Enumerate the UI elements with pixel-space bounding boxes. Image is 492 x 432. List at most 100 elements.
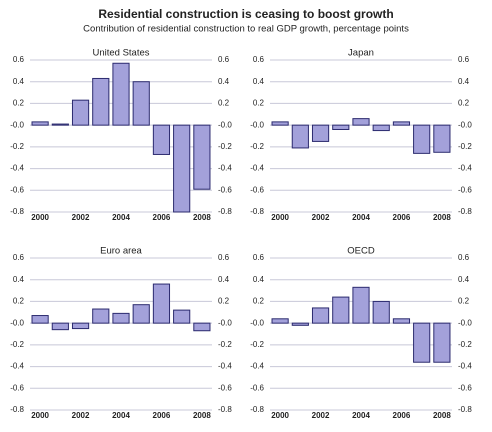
y-tick-label: -0.0	[250, 120, 264, 129]
y-tick-label: -0.0	[10, 318, 24, 327]
x-tick-label: 2006	[153, 411, 171, 420]
y2-tick-label: 0.6	[218, 55, 230, 64]
x-tick-label: 2004	[112, 213, 130, 222]
y2-tick-label: -0.0	[458, 120, 472, 129]
chart-subtitle: Contribution of residential construction…	[83, 24, 409, 35]
y2-tick-label: -0.6	[218, 383, 232, 392]
y-tick-label: -0.4	[10, 164, 24, 173]
bar	[112, 312, 130, 324]
panel-title: Euro area	[100, 246, 142, 257]
bar	[271, 121, 289, 126]
y-tick-label: -0.8	[250, 207, 264, 216]
y-tick-label: 0.4	[13, 77, 25, 86]
y2-tick-label: -0.0	[458, 318, 472, 327]
bar	[433, 322, 451, 363]
y-tick-label: -0.2	[10, 142, 24, 151]
y2-tick-label: -0.8	[458, 207, 472, 216]
y-tick-label: 0.2	[13, 99, 25, 108]
bar	[392, 318, 411, 324]
y-tick-label: -0.2	[10, 340, 24, 349]
x-tick-label: 2006	[153, 213, 171, 222]
y2-tick-label: -0.0	[218, 120, 232, 129]
y-tick-label: -0.8	[10, 207, 24, 216]
bar	[152, 283, 171, 324]
bar	[31, 315, 49, 324]
x-tick-label: 2000	[31, 213, 49, 222]
bar	[31, 121, 49, 126]
y2-tick-label: 0.6	[458, 253, 470, 262]
bar	[352, 118, 370, 126]
x-tick-label: 2002	[72, 213, 90, 222]
x-tick-label: 2000	[271, 213, 289, 222]
y2-tick-label: -0.2	[458, 340, 472, 349]
y2-tick-label: 0.4	[218, 77, 230, 86]
y2-tick-label: -0.2	[458, 142, 472, 151]
x-tick-label: 2004	[352, 213, 370, 222]
y-tick-label: 0.6	[13, 55, 25, 64]
bar	[372, 300, 390, 324]
y2-tick-label: 0.6	[458, 55, 470, 64]
bar	[152, 124, 171, 155]
y2-tick-label: -0.0	[218, 318, 232, 327]
bar	[132, 304, 150, 324]
x-tick-label: 2006	[393, 411, 411, 420]
panel-title: Japan	[348, 48, 374, 59]
x-tick-label: 2002	[312, 411, 330, 420]
bar	[372, 124, 390, 132]
x-tick-label: 2004	[112, 411, 130, 420]
y-tick-label: -0.8	[250, 405, 264, 414]
y2-tick-label: -0.4	[458, 362, 472, 371]
y-tick-label: 0.4	[253, 275, 265, 284]
x-tick-label: 2008	[193, 213, 211, 222]
y-tick-label: 0.6	[253, 253, 265, 262]
chart-title: Residential construction is ceasing to b…	[98, 7, 393, 21]
y2-tick-label: -0.6	[458, 383, 472, 392]
bar	[193, 322, 211, 332]
bar	[311, 124, 330, 142]
y2-tick-label: 0.6	[218, 253, 230, 262]
y-tick-label: -0.6	[10, 383, 24, 392]
y2-tick-label: -0.4	[218, 164, 232, 173]
y2-tick-label: -0.8	[458, 405, 472, 414]
panel-title: OECD	[347, 246, 375, 257]
bar	[332, 124, 350, 130]
y-tick-label: 0.6	[253, 55, 265, 64]
y-tick-label: -0.2	[250, 340, 264, 349]
y-tick-label: 0.6	[13, 253, 25, 262]
y2-tick-label: -0.8	[218, 207, 232, 216]
x-tick-label: 2000	[31, 411, 49, 420]
bar	[92, 77, 110, 126]
y-tick-label: -0.0	[250, 318, 264, 327]
y2-tick-label: -0.4	[218, 362, 232, 371]
bar	[51, 322, 69, 331]
x-tick-label: 2000	[271, 411, 289, 420]
y2-tick-label: 0.2	[218, 297, 230, 306]
y2-tick-label: -0.8	[218, 405, 232, 414]
bar	[271, 318, 289, 324]
y-tick-label: -0.8	[10, 405, 24, 414]
x-tick-label: 2002	[312, 213, 330, 222]
x-tick-label: 2008	[433, 213, 451, 222]
bar	[413, 124, 431, 154]
bar	[71, 99, 90, 126]
y-tick-label: -0.4	[250, 362, 264, 371]
x-tick-label: 2008	[433, 411, 451, 420]
y-tick-label: 0.4	[13, 275, 25, 284]
y-tick-label: -0.4	[10, 362, 24, 371]
bar	[92, 308, 110, 324]
bar	[352, 286, 370, 324]
y2-tick-label: -0.2	[218, 340, 232, 349]
bar	[332, 296, 350, 324]
bar	[193, 124, 211, 190]
y2-tick-label: 0.2	[458, 99, 470, 108]
bar	[51, 123, 69, 126]
bar	[433, 124, 451, 153]
bar	[173, 309, 191, 324]
x-tick-label: 2002	[72, 411, 90, 420]
x-tick-label: 2006	[393, 213, 411, 222]
y2-tick-label: 0.2	[218, 99, 230, 108]
bar	[173, 124, 191, 213]
x-tick-label: 2008	[193, 411, 211, 420]
y-tick-label: -0.0	[10, 120, 24, 129]
